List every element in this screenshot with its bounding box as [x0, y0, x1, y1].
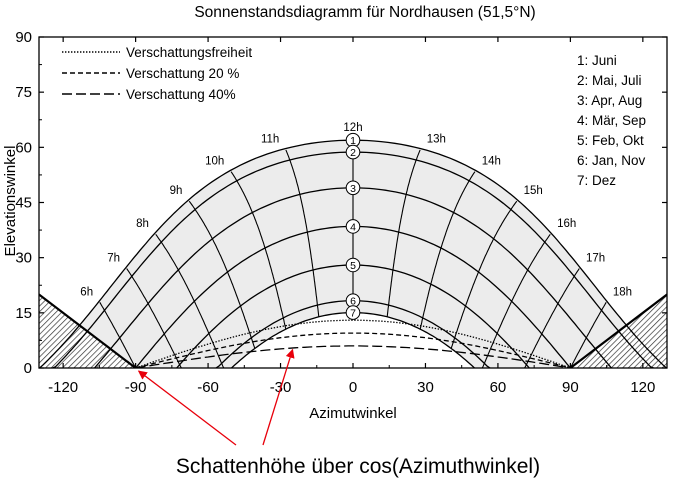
hour-label: 7h [107, 253, 120, 265]
hour-line-6 [99, 302, 137, 368]
hour-labels: 6h 7h 8h 9h 10h 11h 12h 13h 14h 15h 16h 17h 18h [80, 122, 632, 298]
hour-label: 11h [261, 134, 279, 146]
legend-label: Verschattung 20 % [126, 66, 239, 81]
annotation-arrow-right [262, 348, 295, 446]
hour-line-7 [126, 268, 183, 368]
legend-label: Verschattung 40% [126, 87, 236, 102]
y-tick-label: 45 [15, 195, 32, 212]
y-tick-label: 0 [24, 360, 32, 377]
x-tick-label: 30 [417, 379, 434, 396]
hour-label: 14h [482, 156, 501, 168]
date-marker-circle [345, 144, 361, 160]
x-tick-label: -60 [197, 379, 219, 396]
hour-line-16 [481, 233, 551, 368]
date-number-markers: 12 3 4 5 67 [345, 132, 361, 320]
hour-label: 9h [170, 185, 183, 197]
date-legend-item: 2: Mai, Juli [577, 73, 642, 88]
y-tick-label: 15 [15, 305, 32, 322]
date-legend-item: 5: Feb, Okt [577, 133, 644, 148]
date-marker-number: 6 [350, 296, 356, 308]
hour-label: 6h [80, 286, 93, 298]
x-tick-label: -120 [48, 379, 78, 396]
x-tick-label: 90 [562, 379, 579, 396]
legend-label: Verschattungsfreiheit [126, 45, 252, 60]
date-marker-number: 4 [350, 221, 356, 233]
date-marker-circle [345, 257, 361, 273]
annotation-text: Schattenhöhe über cos(Azimuthwinkel) [176, 455, 540, 478]
hour-label: 13h [427, 134, 446, 146]
hour-label: 16h [557, 218, 576, 230]
annotation-arrow-left [137, 370, 237, 446]
shading-curve [135, 332, 571, 368]
date-marker-number: 2 [350, 147, 356, 159]
date-legend-item: 6: Jan, Nov [577, 153, 646, 168]
date-legend-item: 7: Dez [577, 173, 616, 188]
shading-curves [135, 319, 571, 368]
hour-line-8 [155, 233, 225, 368]
shading-curve [135, 345, 571, 368]
y-tick-label: 75 [15, 84, 32, 101]
hour-label: 8h [136, 218, 149, 230]
date-marker-number: 3 [350, 183, 356, 195]
y-axis-label: Elevationswinkel [2, 146, 19, 257]
hour-label: 10h [205, 156, 224, 168]
hour-label: 17h [586, 253, 605, 265]
x-tick-label: 0 [349, 379, 357, 396]
date-marker-number: 5 [350, 260, 356, 272]
hour-line-14 [419, 171, 476, 330]
chart-title: Sonnenstandsdiagramm für Nordhausen (51,… [194, 4, 535, 21]
date-legend-item: 1: Juni [577, 53, 617, 68]
x-tick-label: -90 [125, 379, 147, 396]
y-tick-label: 90 [15, 29, 32, 46]
x-tick-label: 60 [490, 379, 507, 396]
date-marker-circle [345, 219, 361, 234]
y-tick-label: 30 [15, 250, 32, 267]
legend: Verschattungsfreiheit Verschattung 20 % Ve… [62, 45, 252, 102]
hour-label: 15h [524, 185, 543, 197]
shading-curve [135, 319, 571, 368]
date-marker-number: 1 [350, 135, 356, 147]
x-axis: -120-90-60-300306090120 [48, 37, 655, 396]
date-marker-circle [345, 180, 361, 196]
hour-label: 18h [613, 286, 632, 298]
date-marker-number: 7 [350, 308, 356, 320]
hour-label: 12h [343, 122, 362, 134]
hour-line-17 [523, 268, 580, 368]
x-tick-label: 120 [630, 379, 655, 396]
annotation: Schattenhöhe über cos(Azimuthwinkel) [137, 348, 540, 478]
date-legend-item: 4: Mär, Sep [577, 113, 646, 128]
date-legend-item: 3: Apr, Aug [577, 93, 642, 108]
hour-line-10 [230, 171, 287, 330]
hour-line-18 [569, 302, 607, 368]
date-marker-circle [345, 305, 361, 320]
x-axis-label: Azimutwinkel [309, 405, 397, 422]
y-tick-label: 60 [15, 139, 32, 156]
date-legend: 1: Juni 2: Mai, Juli 3: Apr, Aug 4: Mär, Se… [577, 53, 646, 188]
